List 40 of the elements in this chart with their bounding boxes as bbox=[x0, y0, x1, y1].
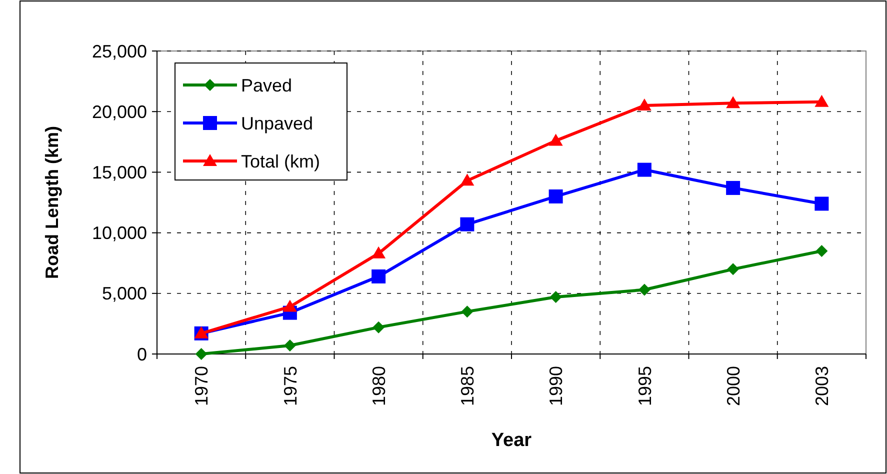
legend-label: Total (km) bbox=[241, 151, 320, 172]
point bbox=[638, 284, 650, 296]
x-tick-label: 1975 bbox=[280, 366, 300, 406]
point bbox=[461, 306, 474, 318]
x-tick-label: 1980 bbox=[368, 366, 389, 406]
x-axis-title: Year bbox=[491, 430, 532, 451]
point bbox=[816, 244, 828, 257]
point bbox=[372, 246, 386, 258]
point bbox=[372, 321, 385, 334]
point bbox=[282, 300, 297, 312]
y-tick-label: 20,000 bbox=[92, 102, 147, 122]
point bbox=[637, 162, 652, 177]
point bbox=[548, 134, 563, 146]
point bbox=[814, 196, 829, 211]
point bbox=[814, 94, 829, 107]
x-tick-label: 2000 bbox=[723, 366, 744, 406]
x-tick-label: 2003 bbox=[812, 366, 832, 406]
point bbox=[726, 180, 740, 195]
y-tick-label: 5,000 bbox=[102, 284, 147, 304]
y-tick-label: 10,000 bbox=[92, 223, 147, 244]
x-tick-label: 1985 bbox=[457, 366, 478, 406]
y-axis-title: Road Length (km) bbox=[42, 126, 62, 279]
point bbox=[548, 189, 563, 204]
y-tick-label: 15,000 bbox=[92, 162, 147, 182]
point bbox=[550, 291, 562, 304]
point bbox=[637, 98, 652, 111]
point bbox=[460, 174, 474, 186]
point bbox=[284, 340, 296, 352]
x-tick-label: 1970 bbox=[192, 366, 212, 406]
x-tick-label: 1990 bbox=[546, 366, 566, 406]
legend-label: Paved bbox=[241, 75, 292, 96]
point bbox=[460, 217, 474, 232]
point bbox=[372, 269, 386, 284]
x-tick-label: 1995 bbox=[634, 366, 655, 406]
legend-label: Unpaved bbox=[241, 113, 314, 134]
point bbox=[726, 96, 740, 108]
y-tick-label: 0 bbox=[136, 344, 147, 364]
y-tick-label: 25,000 bbox=[92, 41, 147, 62]
point bbox=[727, 263, 740, 276]
point bbox=[195, 348, 208, 360]
